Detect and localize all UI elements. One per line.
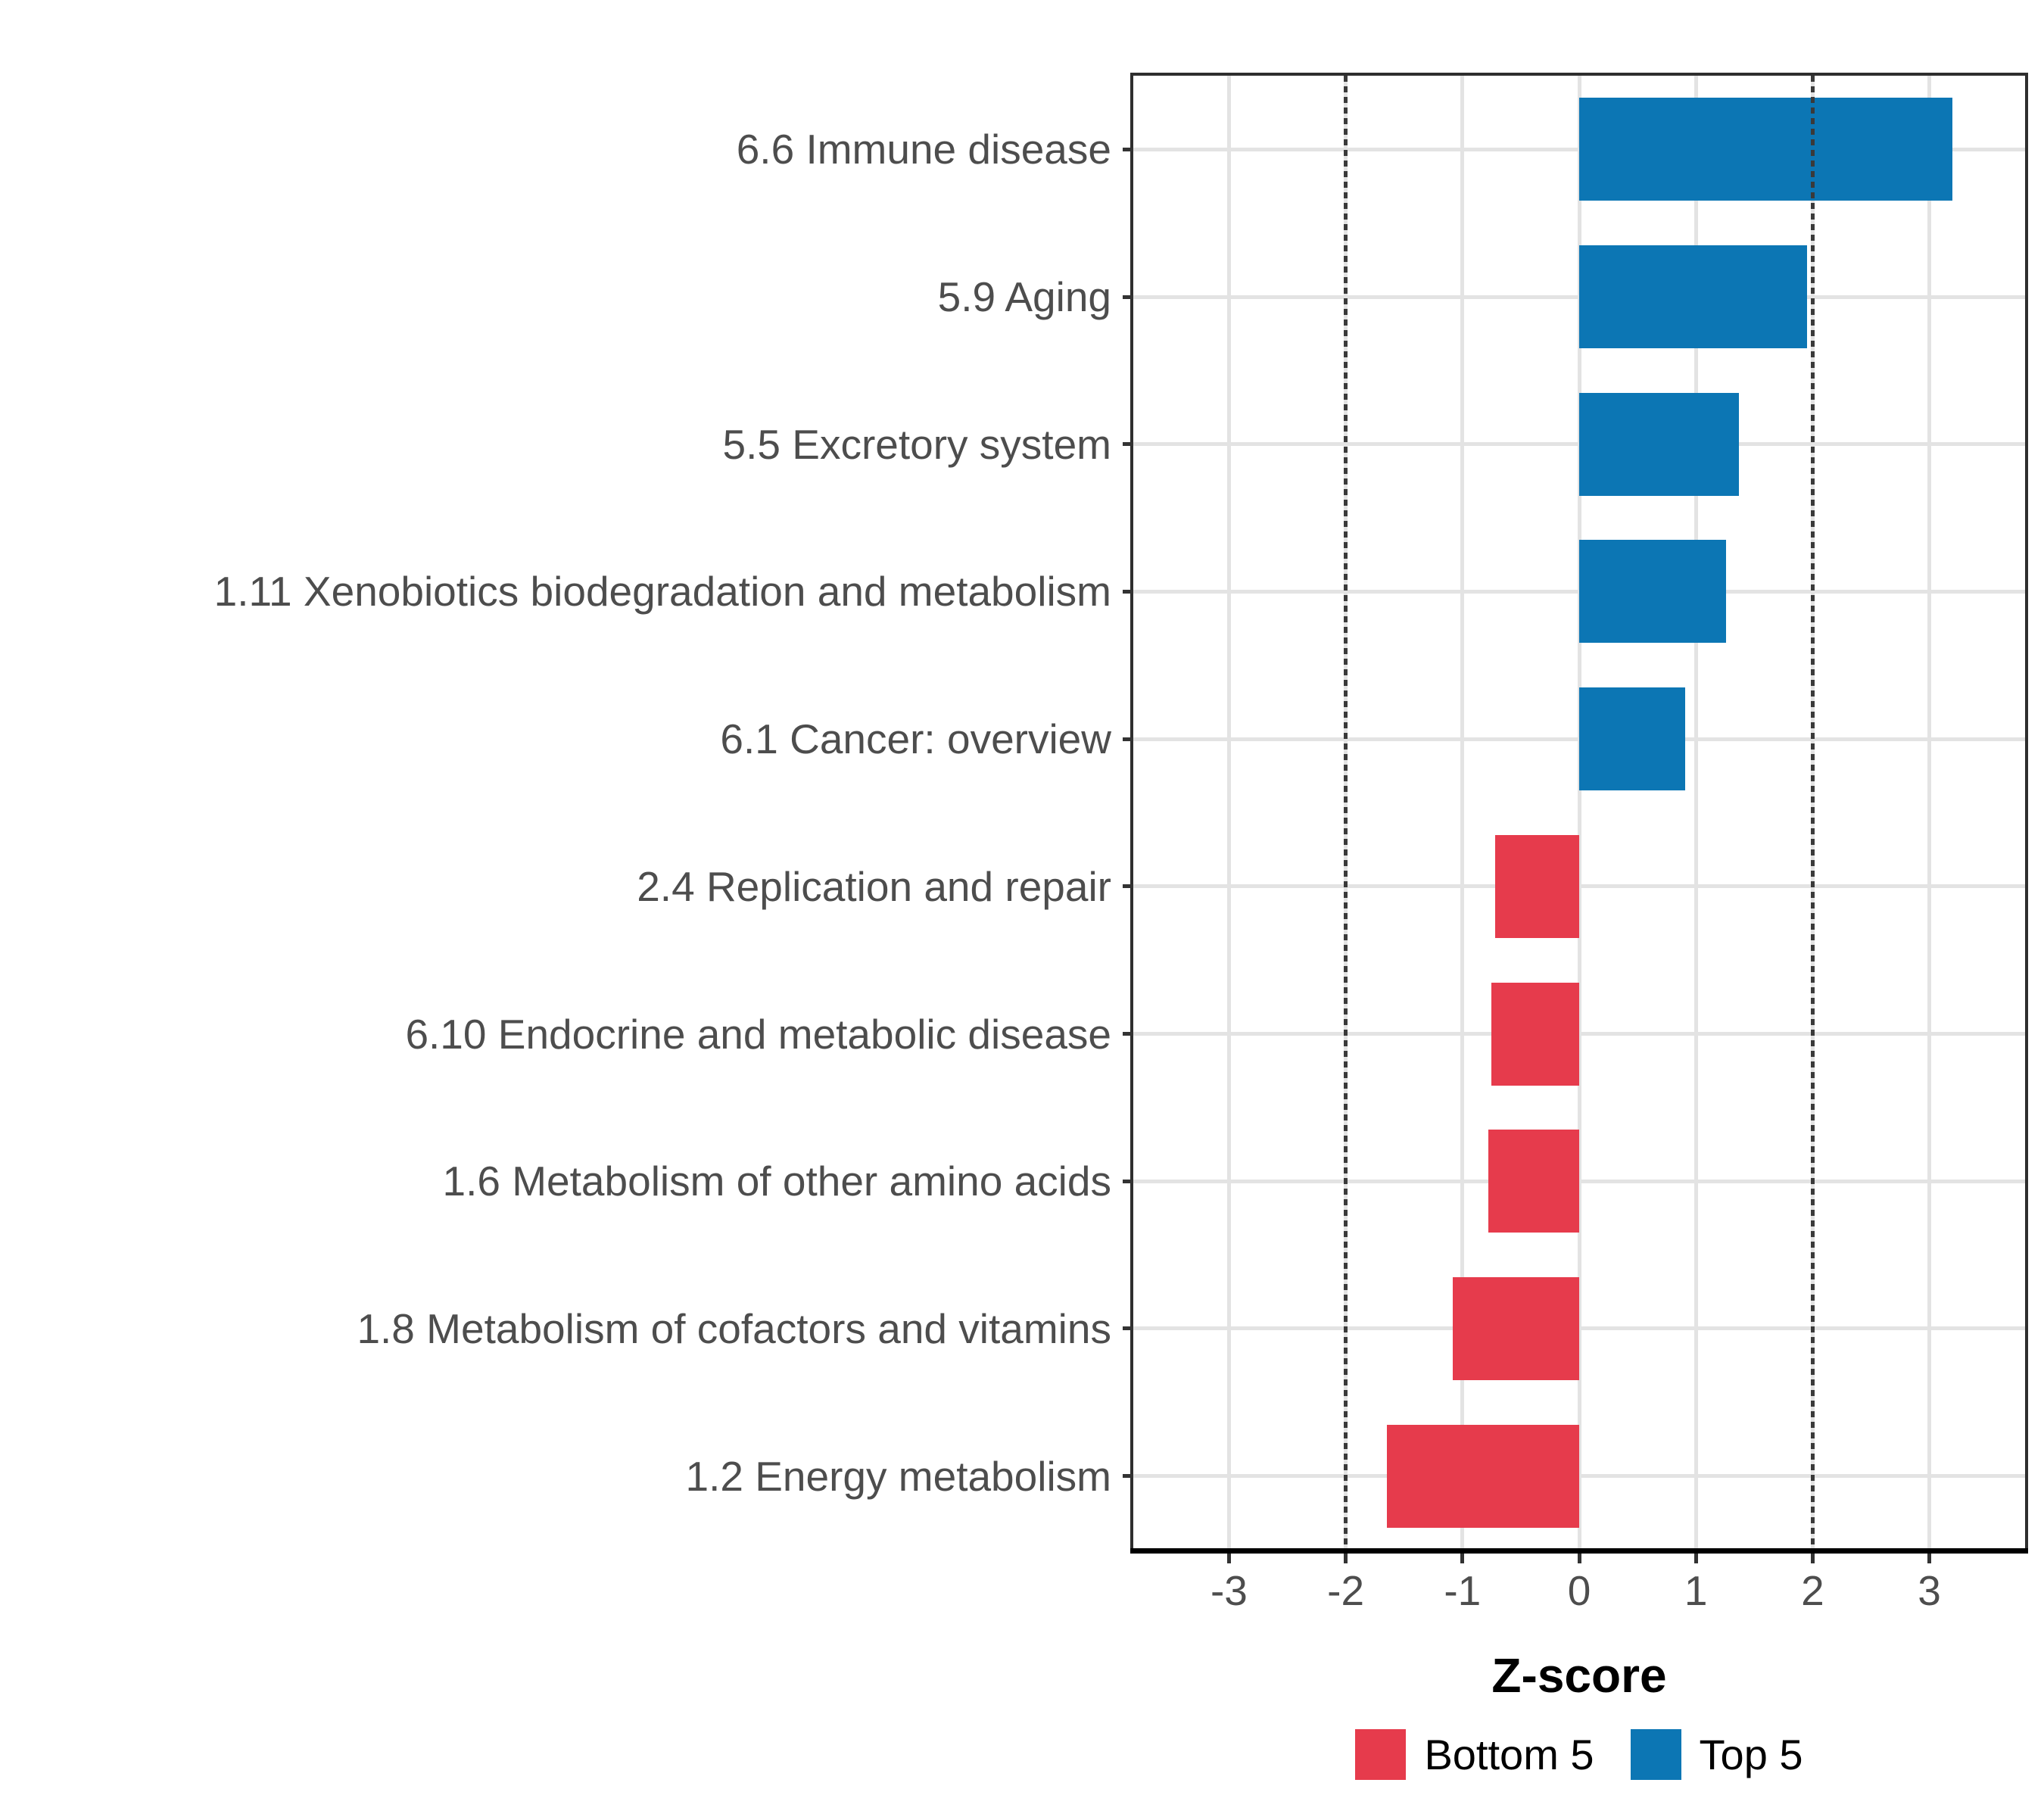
legend-swatch-bottom-5: [1355, 1729, 1407, 1780]
y-tick-2: [1123, 295, 1133, 299]
y-axis-label: 5.5 Excretory system: [722, 420, 1111, 468]
x-tick-label-1: 1: [1684, 1567, 1708, 1614]
y-tick-5: [1123, 737, 1133, 741]
gridline-x-1: [1693, 76, 1698, 1550]
y-axis-label: 2.4 Replication and repair: [637, 862, 1111, 910]
y-tick-7: [1123, 1032, 1133, 1036]
x-tick-label--3: -3: [1210, 1567, 1248, 1614]
bar-5: [1579, 687, 1686, 791]
x-tick-label--1: -1: [1444, 1567, 1482, 1614]
y-axis-label: 1.8 Metabolism of cofactors and vitamins: [357, 1304, 1111, 1352]
x-tick-3: [1927, 1553, 1932, 1563]
bar-10: [1386, 1424, 1579, 1528]
y-tick-3: [1123, 442, 1133, 447]
y-tick-1: [1123, 147, 1133, 151]
legend-item-bottom-5: Bottom 5: [1355, 1729, 1594, 1780]
bar-6: [1494, 834, 1579, 938]
y-tick-8: [1123, 1179, 1133, 1183]
x-tick-1: [1693, 1553, 1698, 1563]
bar-4: [1579, 540, 1727, 644]
gridline-y-9: [1133, 1326, 2025, 1331]
y-axis-label: 1.2 Energy metabolism: [685, 1452, 1112, 1500]
y-tick-6: [1123, 884, 1133, 889]
bar-7: [1491, 982, 1579, 1086]
y-axis-label: 1.11 Xenobiotics biodegradation and meta…: [213, 568, 1111, 616]
bar-8: [1488, 1130, 1579, 1233]
legend-label-bottom-5: Bottom 5: [1424, 1731, 1594, 1778]
x-tick-label-3: 3: [1918, 1567, 1941, 1614]
y-tick-9: [1123, 1326, 1133, 1331]
y-axis-label: 1.6 Metabolism of other amino acids: [442, 1158, 1112, 1205]
legend: Bottom 5 Top 5: [1133, 1729, 2025, 1780]
legend-item-top-5: Top 5: [1630, 1729, 1803, 1780]
x-tick-label--2: -2: [1327, 1567, 1365, 1614]
gridline-y-7: [1133, 1032, 2025, 1036]
gridline-y-6: [1133, 884, 2025, 889]
legend-swatch-top-5: [1630, 1729, 1681, 1780]
legend-label-top-5: Top 5: [1699, 1731, 1803, 1778]
gridline-y-10: [1133, 1474, 2025, 1479]
gridline-y-8: [1133, 1179, 2025, 1183]
x-tick-0: [1577, 1553, 1581, 1563]
y-axis-label: 6.1 Cancer: overview: [720, 715, 1111, 763]
y-axis-label: 6.6 Immune disease: [736, 126, 1111, 173]
bar-3: [1579, 392, 1740, 496]
x-tick--1: [1460, 1553, 1465, 1563]
y-axis-label: 6.10 Endocrine and metabolic disease: [405, 1010, 1111, 1058]
x-axis-line: [1130, 1548, 2028, 1554]
bar-2: [1579, 245, 1807, 349]
gridline-x--1: [1460, 76, 1465, 1550]
gridline-x--3: [1226, 76, 1231, 1550]
x-tick--3: [1226, 1553, 1231, 1563]
bar-9: [1453, 1276, 1579, 1380]
y-tick-10: [1123, 1474, 1133, 1479]
reference-line--2: [1344, 76, 1348, 1550]
x-axis-title: Z-score: [1491, 1648, 1667, 1703]
x-tick-label-0: 0: [1567, 1567, 1591, 1614]
x-tick-2: [1810, 1553, 1815, 1563]
reference-line-2: [1810, 76, 1815, 1550]
x-tick-label-2: 2: [1801, 1567, 1824, 1614]
bar-1: [1579, 98, 1953, 201]
x-tick--2: [1344, 1553, 1348, 1563]
y-axis-label: 5.9 Aging: [937, 273, 1111, 321]
gridline-x-0: [1577, 76, 1581, 1550]
y-tick-4: [1123, 589, 1133, 594]
gridline-x-3: [1927, 76, 1932, 1550]
